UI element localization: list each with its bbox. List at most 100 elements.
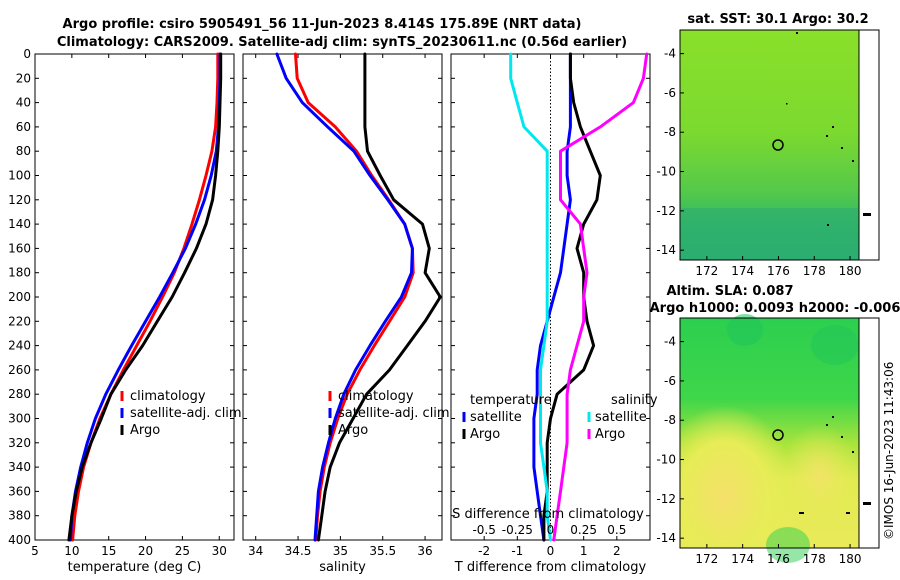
map-x-tick-label: 180	[839, 264, 862, 278]
y-tick-label: 340	[8, 460, 31, 474]
map-x-tick-label: 178	[803, 264, 826, 278]
y-tick-label: 220	[8, 314, 31, 328]
map-y-tick-label: -8	[664, 125, 676, 139]
y-tick-label: 140	[8, 217, 31, 231]
x-axis-label: salinity	[319, 560, 366, 575]
y-tick-label: 260	[8, 363, 31, 377]
y-tick-label: 200	[8, 290, 31, 304]
map-x-tick-label: 174	[731, 264, 754, 278]
map-y-tick-label: -14	[656, 243, 676, 257]
x-tick-label: 10	[64, 544, 79, 558]
map-x-tick-label: 178	[803, 552, 826, 566]
legend-label: climatology	[338, 389, 414, 404]
x-tick-label: 20	[138, 544, 153, 558]
plot-frame	[242, 53, 443, 541]
y-tick-label: 20	[16, 71, 31, 85]
sla-green-bottom-lobe	[766, 527, 810, 563]
y-tick-label: 300	[8, 412, 31, 426]
map-y-tick-label: -4	[664, 47, 676, 61]
series-line-argo	[67, 52, 223, 542]
sst-island-dots	[786, 32, 871, 226]
series-line-satellite-adj-clim	[275, 52, 414, 542]
map-x-tick-label: 180	[839, 552, 862, 566]
x-tick-label: 15	[101, 544, 116, 558]
x-tick-label: 34	[248, 544, 263, 558]
y-tick-label: 240	[8, 339, 31, 353]
sla-yellow-blob-2	[680, 318, 859, 548]
x-tick-label: 5	[31, 544, 39, 558]
legend-label: satellite	[595, 410, 647, 425]
x-tick-label: 30	[212, 544, 227, 558]
map-y-tick-label: -14	[656, 531, 676, 545]
temperature-profile-panel: 0 20 40 60 80 100 120 140 160 180 200 220 240 260 280 3…	[8, 47, 242, 575]
x-tick-label: 2	[613, 544, 621, 558]
map-y-tick-label: -10	[656, 165, 676, 179]
sla-map-axes: 172 174 176 178 180 -4 -6 -8 -10 -12 -14	[656, 335, 861, 566]
y-tick-label: 400	[8, 533, 31, 547]
y-tick-label: 180	[8, 266, 31, 280]
sla-island-dots	[799, 416, 871, 514]
sst-map	[679, 29, 880, 261]
x-axis-label: temperature (deg C)	[68, 560, 202, 575]
legend-label: Argo	[470, 427, 500, 442]
x-tick-label: 25	[175, 544, 190, 558]
map-y-tick-label: -12	[656, 492, 676, 506]
map-y-tick-label: -4	[664, 335, 676, 349]
series-line-climatology	[294, 52, 415, 542]
series-line-temperature-satellite	[532, 52, 572, 542]
legend-label: Argo	[338, 423, 368, 438]
sst-map-title: sat. SST: 30.1 Argo: 30.2	[687, 12, 868, 27]
x-tick-label: 35	[333, 544, 348, 558]
y-tick-label: 280	[8, 387, 31, 401]
map-x-tick-label: 172	[695, 264, 718, 278]
sla-green-right-lobe	[811, 325, 859, 365]
figure-title-line1: Argo profile: csiro 5905491_56 11-Jun-20…	[63, 17, 582, 32]
legend-label: climatology	[130, 389, 206, 404]
map-x-tick-label: 176	[767, 552, 790, 566]
x-tick-label: -1	[511, 544, 523, 558]
x-tick-label: 35.5	[369, 544, 396, 558]
imos-timestamp: ©IMOS 16-Jun-2023 11:43:06	[882, 362, 896, 540]
y-tick-label: 380	[8, 509, 31, 523]
y-tick-label: 100	[8, 169, 31, 183]
y-tick-label: 80	[16, 144, 31, 158]
x-tick-label: 0	[547, 544, 555, 558]
legend-label: satellite	[470, 410, 522, 425]
x-tick-label: 36	[417, 544, 432, 558]
sst-argo-marker	[772, 139, 784, 151]
salinity-tick-label: 0	[547, 523, 555, 537]
figure-title-line2: Climatology: CARS2009. Satellite-adj cli…	[57, 35, 627, 50]
legend-label: satellite-adj. clim	[130, 406, 242, 421]
legend-label: satellite-adj. clim	[338, 406, 450, 421]
series-line-salinity-satellite	[509, 52, 552, 542]
y-tick-label: 360	[8, 484, 31, 498]
map-y-tick-label: -8	[664, 413, 676, 427]
salinity-tick-label: 0.5	[607, 523, 626, 537]
x-tick-label: 34.5	[285, 544, 312, 558]
x-tick-label: 1	[580, 544, 588, 558]
sst-map-darker-band	[681, 208, 858, 259]
y-tick-label: 320	[8, 436, 31, 450]
y-tick-label: 40	[16, 96, 31, 110]
legend-title-temperature: temperature	[470, 393, 552, 408]
salinity-tick-label: -0.5	[472, 523, 495, 537]
sla-map-title-1: Altim. SLA: 0.087	[667, 284, 794, 299]
y-tick-label: 60	[16, 120, 31, 134]
series-line-salinity-argo	[552, 52, 649, 542]
map-x-tick-label: 172	[695, 552, 718, 566]
sla-green-upper-lobe	[727, 314, 763, 346]
legend-label: Argo	[130, 423, 160, 438]
sst-map-right-frame	[858, 29, 880, 261]
salinity-tick-label: 0.25	[570, 523, 597, 537]
map-y-tick-label: -6	[664, 374, 676, 388]
sla-map-right-frame	[858, 317, 880, 549]
difference-profile-panel: -2 -1 0 1 2 T difference from climatology temp…	[450, 52, 658, 575]
x-tick-label: -2	[478, 544, 490, 558]
legend-label: Argo	[595, 427, 625, 442]
plot-frame	[34, 53, 235, 541]
map-x-tick-label: 176	[767, 264, 790, 278]
x-axis-label: T difference from climatology	[454, 560, 647, 575]
sla-map-title-2: Argo h1000: 0.0093 h2000: -0.006	[650, 301, 900, 316]
sst-map-axes: 172 174 176 178 180 -4 -6 -8 -10 -12 -14	[656, 47, 861, 278]
